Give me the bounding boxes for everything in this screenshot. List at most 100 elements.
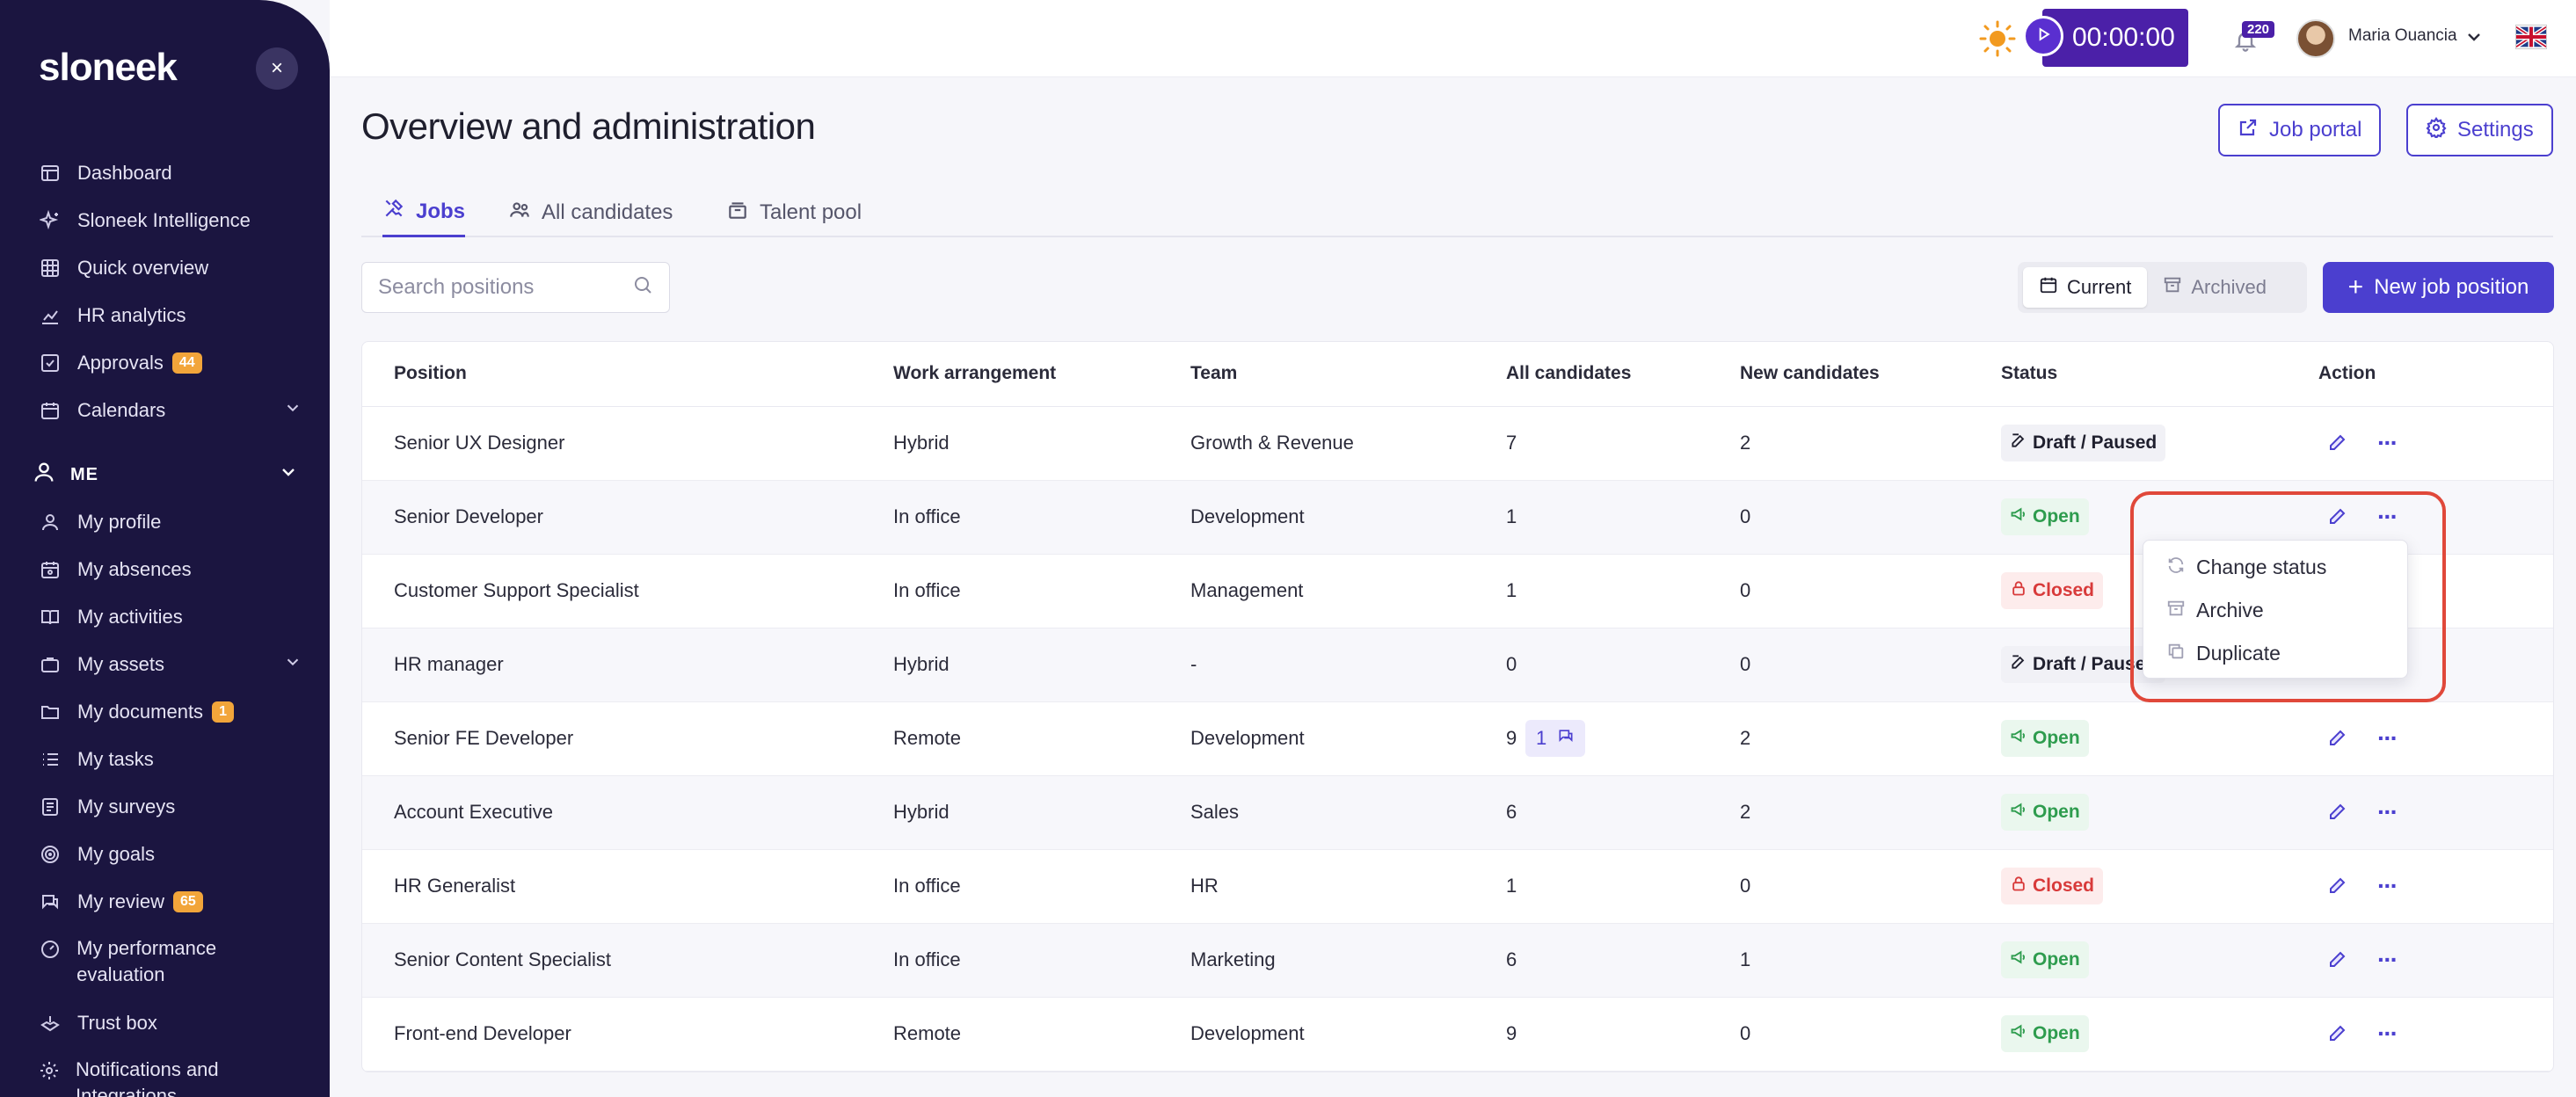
table-row[interactable]: HR Generalist In office HR 1 0 Closed ···: [362, 850, 2553, 924]
job-portal-button[interactable]: Job portal: [2218, 104, 2382, 156]
table-row[interactable]: Customer Support Specialist In office Mana…: [362, 555, 2553, 628]
sidebar-item-label: My assets: [77, 653, 165, 675]
chevron-down-icon[interactable]: [2463, 26, 2485, 52]
sidebar-item-my-absences[interactable]: My absences: [39, 552, 302, 587]
table-row[interactable]: Senior UX Designer Hybrid Growth & Revenue…: [362, 407, 2553, 481]
menu-item-duplicate[interactable]: Duplicate: [2143, 632, 2407, 675]
cell-all-candidates: 1: [1506, 875, 1517, 897]
comments-badge[interactable]: 1: [1525, 720, 1586, 757]
notifications-button[interactable]: 220: [2233, 21, 2275, 56]
cell-position[interactable]: Senior UX Designer: [394, 432, 565, 454]
sun-icon[interactable]: [1978, 19, 2017, 58]
menu-item-archive[interactable]: Archive: [2143, 589, 2407, 632]
sidebar-item-calendars[interactable]: Calendars: [39, 393, 302, 428]
cell-new-candidates: 2: [1740, 727, 1751, 749]
sidebar-item-my-activities[interactable]: My activities: [39, 599, 302, 635]
menu-item-change-status[interactable]: Change status: [2143, 546, 2407, 589]
header-new-candidates[interactable]: New candidates: [1740, 363, 1880, 383]
cell-new-candidates: 0: [1740, 505, 1751, 527]
sidebar-item-my-review[interactable]: My review 65: [39, 884, 302, 919]
settings-button[interactable]: Settings: [2406, 104, 2553, 156]
more-actions-icon[interactable]: ···: [2377, 872, 2398, 899]
sidebar-item-notifications-integrations[interactable]: Notifications and Integrations: [39, 1057, 302, 1097]
cell-position[interactable]: Senior FE Developer: [394, 727, 574, 749]
tab-all-candidates[interactable]: All candidates: [508, 188, 673, 237]
sidebar-item-my-assets[interactable]: My assets: [39, 647, 302, 682]
cell-new-candidates: 1: [1740, 948, 1751, 970]
more-actions-icon[interactable]: ···: [2377, 798, 2398, 825]
sidebar-item-my-documents[interactable]: My documents 1: [39, 694, 302, 730]
sidebar-item-trust-box[interactable]: Trust box: [39, 1006, 302, 1041]
users-icon: [508, 199, 542, 228]
sparkle-icon: [39, 209, 62, 232]
edit-icon[interactable]: [2327, 432, 2352, 456]
cell-position[interactable]: HR Generalist: [394, 875, 516, 897]
sidebar-section-me[interactable]: ME: [32, 457, 299, 492]
logo[interactable]: sloneek: [39, 46, 178, 89]
edit-icon[interactable]: [2327, 801, 2352, 825]
tab-jobs[interactable]: Jobs: [382, 188, 466, 237]
table-row[interactable]: Senior FE Developer Remote Development 9 1 2 O…: [362, 702, 2553, 776]
more-actions-icon[interactable]: ···: [2377, 724, 2398, 752]
sidebar-item-approvals[interactable]: Approvals 44: [39, 345, 302, 381]
timer-play-button[interactable]: [2023, 16, 2063, 56]
sidebar-item-my-performance-evaluation[interactable]: My performance evaluation: [39, 935, 302, 997]
cell-position[interactable]: Senior Content Specialist: [394, 948, 612, 970]
cell-position[interactable]: Senior Developer: [394, 505, 543, 527]
avatar[interactable]: [2296, 19, 2335, 58]
tab-talent-pool[interactable]: Talent pool: [726, 188, 862, 237]
more-actions-icon[interactable]: ···: [2377, 1020, 2398, 1047]
filter-current-button[interactable]: Current: [2023, 267, 2148, 308]
cell-position[interactable]: HR manager: [394, 653, 504, 675]
sidebar-item-label: HR analytics: [77, 304, 186, 326]
table-row[interactable]: Front-end Developer Remote Development 9 0 Op…: [362, 998, 2553, 1072]
edit-icon[interactable]: [2327, 727, 2352, 752]
edit-icon[interactable]: [2327, 875, 2352, 899]
cell-position[interactable]: Customer Support Specialist: [394, 579, 639, 601]
comments-count: 1: [1536, 727, 1547, 749]
cell-work-arrangement: Hybrid: [893, 801, 950, 823]
external-link-icon: [2238, 117, 2269, 144]
sidebar-item-hr-analytics[interactable]: HR analytics: [39, 298, 302, 333]
uk-flag-icon[interactable]: [2515, 25, 2547, 49]
megaphone-icon: [2010, 1022, 2033, 1045]
table-row[interactable]: Account Executive Hybrid Sales 6 2 Open ···: [362, 776, 2553, 850]
row-actions-menu: Change status Archive Duplicate: [2143, 540, 2408, 679]
menu-item-label: Change status: [2196, 556, 2327, 578]
sidebar-item-my-profile[interactable]: My profile: [39, 505, 302, 540]
sidebar-item-label: My documents: [77, 701, 204, 723]
sidebar-item-my-goals[interactable]: My goals: [39, 837, 302, 872]
status-label: Closed: [2033, 875, 2095, 896]
sidebar-item-quick-overview[interactable]: Quick overview: [39, 251, 302, 286]
new-job-position-button[interactable]: + New job position: [2323, 262, 2554, 313]
cell-position[interactable]: Front-end Developer: [394, 1022, 571, 1044]
sidebar-item-my-tasks[interactable]: My tasks: [39, 742, 302, 777]
time-tracker[interactable]: 00:00:00: [2042, 9, 2188, 67]
header-team[interactable]: Team: [1190, 363, 1238, 383]
edit-icon[interactable]: [2327, 505, 2352, 530]
filter-archived-button[interactable]: Archived: [2147, 267, 2282, 308]
status-badge: Open: [2001, 1015, 2089, 1052]
more-actions-icon[interactable]: ···: [2377, 946, 2398, 973]
sidebar-item-my-surveys[interactable]: My surveys: [39, 789, 302, 825]
header-work-arrangement[interactable]: Work arrangement: [893, 363, 1057, 383]
table-row[interactable]: Senior Content Specialist In office Market…: [362, 924, 2553, 998]
edit-icon[interactable]: [2327, 948, 2352, 973]
more-actions-icon[interactable]: ···: [2377, 503, 2398, 530]
more-actions-icon[interactable]: ···: [2377, 429, 2398, 456]
cell-team: Development: [1190, 727, 1305, 749]
sidebar-item-dashboard[interactable]: Dashboard: [39, 156, 302, 191]
header-all-candidates[interactable]: All candidates: [1506, 363, 1632, 383]
cell-position[interactable]: Account Executive: [394, 801, 553, 823]
jobs-table: Position Work arrangement Team All candi…: [361, 341, 2554, 1072]
status-label: Open: [2033, 728, 2080, 748]
header-position[interactable]: Position: [394, 363, 467, 383]
search-input[interactable]: Search positions: [361, 262, 670, 313]
sidebar-close-button[interactable]: ×: [256, 47, 298, 90]
sidebar-item-sloneek-intelligence[interactable]: Sloneek Intelligence: [39, 203, 302, 238]
copy-icon: [2166, 642, 2196, 666]
header-status[interactable]: Status: [2001, 363, 2058, 383]
cell-work-arrangement: Hybrid: [893, 653, 950, 675]
user-name[interactable]: Maria Ouancia: [2348, 26, 2457, 45]
edit-icon[interactable]: [2327, 1022, 2352, 1047]
